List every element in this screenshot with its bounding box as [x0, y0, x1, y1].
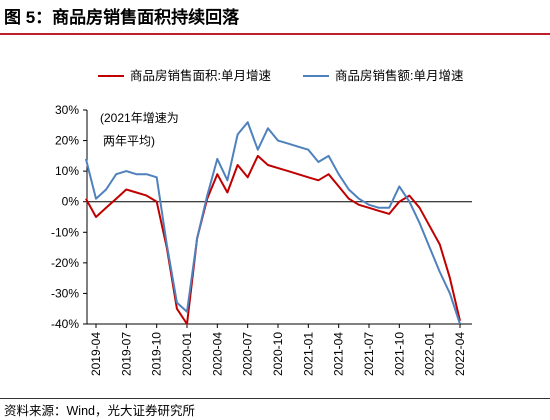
y-tick-label: -20% — [51, 256, 79, 270]
x-tick-label: 2020-04 — [210, 332, 224, 376]
y-tick-label: 30% — [55, 103, 79, 117]
line-chart: 商品房销售面积:单月增速 商品房销售额:单月增速 (2021年增速为 两年平均)… — [51, 68, 472, 376]
x-tick-label: 2020-01 — [180, 332, 194, 376]
y-tick-label: 0% — [62, 195, 80, 209]
source-note: 资料来源：Wind，光大证券研究所 — [4, 404, 195, 418]
plot-area: 30% 20% 10% 0% -10% -20% -30% -40% 2019-04 2019-0… — [51, 103, 472, 376]
y-tick-label: 10% — [55, 164, 79, 178]
x-tick-label: 2019-10 — [150, 332, 164, 376]
annotation-line-2: 两年平均) — [103, 134, 155, 148]
x-tick-label: 2021-10 — [392, 332, 406, 376]
x-tick-label: 2022-01 — [423, 332, 437, 376]
source-rule — [0, 398, 550, 399]
legend-label-amount: 商品房销售额:单月增速 — [335, 68, 464, 83]
x-tick-label: 2019-04 — [89, 332, 103, 376]
legend-label-area: 商品房销售面积:单月增速 — [130, 68, 271, 83]
x-tick-label: 2021-04 — [332, 332, 346, 376]
legend: 商品房销售面积:单月增速 商品房销售额:单月增速 — [98, 68, 464, 83]
y-tick-label: -40% — [51, 317, 79, 331]
x-tick-label: 2021-07 — [362, 332, 376, 376]
figure-title: 图 5：商品房销售面积持续回落 — [4, 8, 240, 27]
y-tick-label: -10% — [51, 225, 79, 239]
x-tick-label: 2020-10 — [271, 332, 285, 376]
series-line-sales-area — [85, 154, 461, 325]
series-line-sales-amount — [84, 121, 461, 325]
x-tick-label: 2019-07 — [119, 332, 133, 376]
x-tick-label: 2021-01 — [301, 332, 315, 376]
y-tick-label: -30% — [51, 286, 79, 300]
y-tick-label: 20% — [55, 134, 79, 148]
x-tick-label: 2020-07 — [241, 332, 255, 376]
title-rule — [0, 33, 550, 35]
x-tick-label: 2022-04 — [453, 332, 467, 376]
annotation-line-1: (2021年增速为 — [100, 111, 179, 125]
annotation: (2021年增速为 两年平均) — [100, 111, 179, 148]
